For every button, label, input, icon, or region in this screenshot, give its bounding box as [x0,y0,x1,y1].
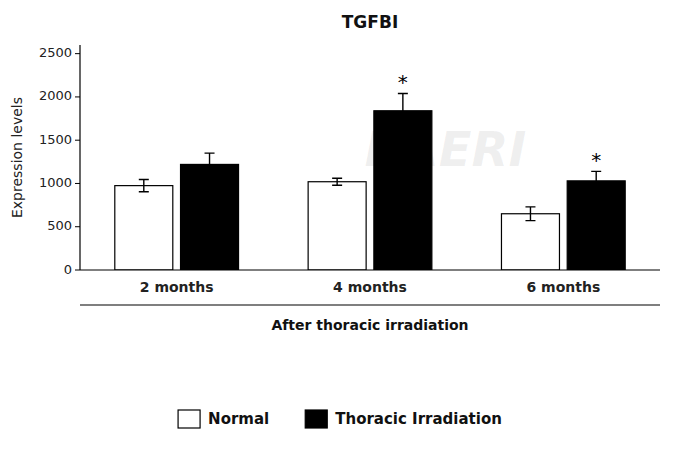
legend: Normal Thoracic Irradiation [178,410,502,429]
bar [308,182,366,270]
x-tick-label: 4 months [333,279,407,295]
y-tick [75,96,80,97]
y-tick-label: 0 [64,262,72,277]
legend-swatch [305,410,327,428]
y-tick [75,53,80,54]
error-bar [332,178,342,185]
y-axis [79,45,80,270]
y-tick [75,226,80,227]
error-bar [398,93,408,128]
error-bar [525,207,535,221]
chart: KAERI**050010001500200025002 months4 mon… [0,0,680,458]
error-bar [205,153,215,176]
x-axis [80,269,660,270]
y-tick-label: 2500 [39,45,72,60]
bar [115,186,173,270]
y-tick-label: 1500 [39,132,72,147]
x-tick-label: 2 months [140,279,214,295]
y-tick-label: 1000 [39,175,72,190]
legend-label: Normal [208,410,269,428]
x-tick-label: 6 months [526,279,600,295]
y-tick [75,270,80,271]
legend-label: Thoracic Irradiation [335,410,502,428]
error-bar [139,180,149,192]
x-axis-label: After thoracic irradiation [271,317,468,333]
title: TGFBI [342,12,398,32]
legend-swatch [178,410,200,428]
y-tick-label: 2000 [39,88,72,103]
bar [501,214,559,270]
y-tick-label: 500 [47,218,72,233]
error-bar [591,171,601,190]
bar [567,181,625,270]
y-axis-label: Expression levels [9,97,25,218]
y-tick [75,183,80,184]
bar [181,164,239,270]
bar [374,111,432,270]
background [0,0,680,458]
y-tick [75,140,80,141]
significance-marker: * [591,148,601,172]
x-label-line [80,304,660,305]
bars [115,93,625,270]
significance-marker: * [398,70,408,94]
